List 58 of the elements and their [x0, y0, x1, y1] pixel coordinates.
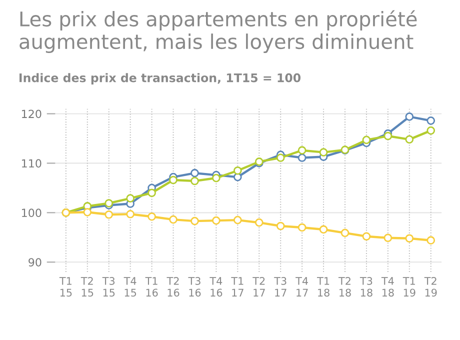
chart-subtitle: Indice des prix de transaction, 1T15 = 100	[19, 73, 301, 85]
y-tick-label: 120	[22, 110, 42, 118]
chart-title: Les prix des appartements en propriété augmentent, mais les loyers diminuent	[20, 10, 417, 54]
point	[405, 234, 414, 243]
x-tick-label: T4 16	[210, 277, 222, 297]
point	[148, 188, 156, 198]
x-tick-label: T2 16	[166, 277, 180, 297]
point	[169, 215, 178, 224]
point	[319, 148, 328, 156]
x-tick-label: T2 18	[338, 277, 351, 297]
point	[405, 135, 414, 144]
x-tick-label: T4 15	[124, 277, 136, 297]
x-tick-label: T2 15	[80, 277, 94, 297]
point	[104, 210, 114, 219]
x-tick-label: T4 18	[381, 277, 394, 297]
x-tick-label: T3 16	[188, 277, 201, 297]
point	[83, 208, 92, 216]
point	[234, 216, 242, 224]
point	[319, 225, 328, 234]
y-tick-label: 110	[22, 159, 42, 168]
x-tick-label: T3 18	[360, 277, 372, 297]
point	[212, 216, 220, 225]
point	[384, 132, 392, 140]
point	[426, 116, 436, 125]
point	[212, 174, 220, 182]
x-tick-label: T1 16	[145, 277, 158, 297]
x-tick-label: T1 17	[231, 277, 244, 296]
x-tick-label: T1 18	[317, 277, 330, 297]
point	[276, 154, 285, 162]
point	[234, 166, 242, 175]
point	[148, 212, 156, 221]
point	[126, 210, 134, 218]
point	[426, 236, 436, 245]
point	[298, 154, 306, 162]
point	[190, 216, 199, 226]
point	[384, 234, 392, 242]
point	[362, 232, 371, 241]
x-tick-label: T2 19	[424, 277, 437, 297]
x-tick-label: T1 19	[402, 277, 416, 297]
point	[298, 146, 306, 155]
point	[169, 176, 178, 184]
point	[276, 222, 285, 230]
point	[340, 228, 350, 238]
x-tick-label: T3 15	[102, 277, 115, 297]
point	[254, 218, 264, 227]
point	[190, 168, 199, 178]
y-tick-label: 100	[22, 208, 42, 218]
point	[362, 136, 371, 144]
x-tick-label: T1 15	[59, 277, 72, 297]
point	[298, 223, 306, 232]
x-tick-label: T4 17	[296, 277, 308, 296]
x-tick-label: T3 17	[274, 277, 286, 296]
point	[405, 112, 414, 121]
x-tick-label: T2 17	[252, 277, 265, 296]
point	[190, 176, 199, 186]
y-tick-label: 90	[28, 258, 42, 266]
point	[426, 126, 436, 135]
point	[126, 194, 134, 202]
